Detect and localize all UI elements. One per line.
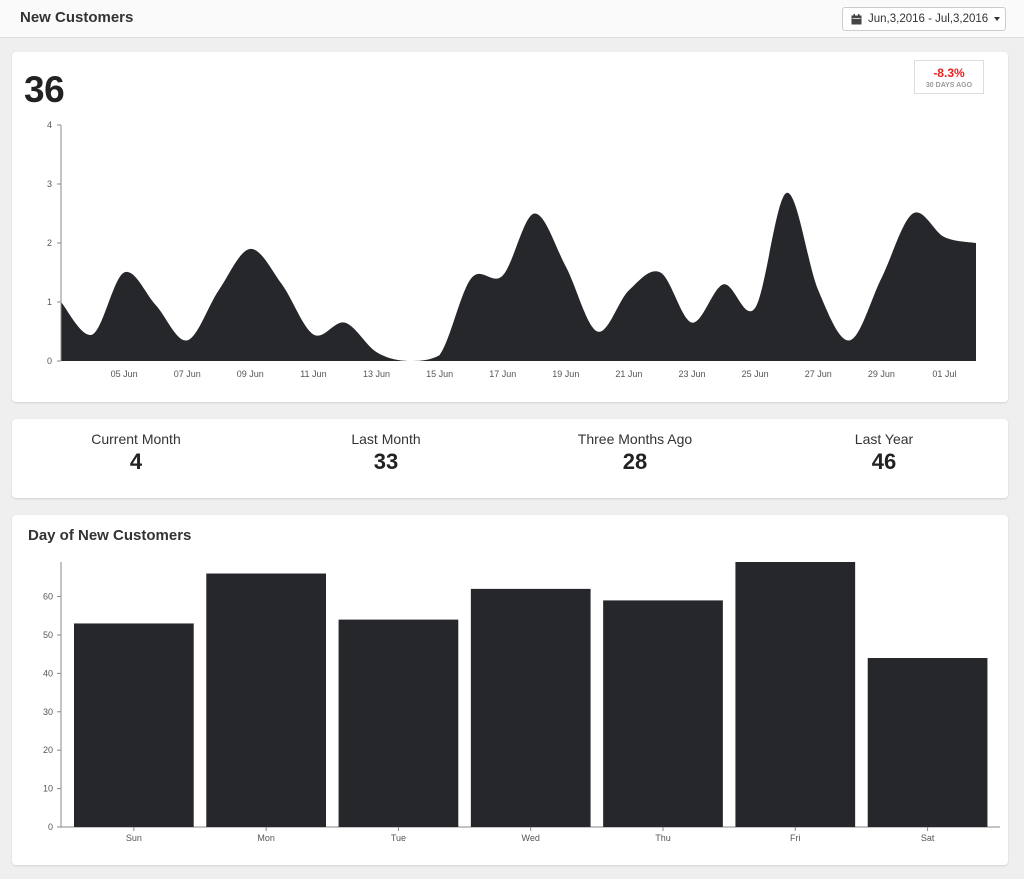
bar (338, 619, 459, 827)
x-tick-label: Mon (257, 833, 275, 843)
x-tick-label: Tue (391, 833, 406, 843)
stat-label: Last Year (854, 431, 914, 447)
bar (206, 573, 327, 827)
y-tick-label: 0 (47, 356, 52, 366)
bar (603, 600, 723, 827)
stat-three-months-ago: Three Months Ago 28 (515, 431, 755, 475)
date-range-label: Jun,3,2016 - Jul,3,2016 (868, 13, 989, 25)
page-title: New Customers (20, 9, 134, 26)
stat-label: Last Month (351, 431, 421, 447)
y-tick-label: 0 (48, 822, 53, 832)
x-tick-label: Sun (126, 833, 142, 843)
total-new-customers: 36 (24, 69, 65, 110)
x-tick-label: 05 Jun (111, 369, 138, 379)
date-range-picker[interactable]: Jun,3,2016 - Jul,3,2016 (842, 7, 1006, 31)
x-tick-label: 01 Jul (932, 369, 956, 379)
x-tick-label: Wed (522, 833, 540, 843)
period-stats-panel: Current Month 4 Last Month 33 Three Mont… (12, 419, 1008, 498)
caret-down-icon (994, 17, 1001, 21)
day-of-week-bar-chart: 0 10 20 30 40 50 60 Sun Mon Tue Wed Thu Fri Sat (43, 562, 1000, 843)
day-of-new-customers-panel: Day of New Customers 0 10 20 30 40 50 60 Sun Mon… (12, 515, 1008, 865)
x-tick-label: 21 Jun (615, 369, 642, 379)
y-tick-label: 50 (43, 630, 53, 640)
x-tick-label: 13 Jun (363, 369, 390, 379)
stat-label: Three Months Ago (577, 431, 693, 447)
y-tick-label: 1 (47, 297, 52, 307)
x-tick-label: 23 Jun (679, 369, 706, 379)
x-tick-label: Fri (790, 833, 801, 843)
new-customers-area-chart: 0 1 2 3 4 05 Jun 07 Jun 09 Jun 11 Jun 13 Jun 15 Ju… (47, 120, 976, 379)
x-tick-label: 29 Jun (868, 369, 895, 379)
x-tick-label: 11 Jun (300, 369, 326, 379)
y-tick-label: 10 (43, 784, 53, 794)
stat-value: 28 (622, 449, 648, 474)
stat-value: 46 (871, 449, 897, 474)
x-tick-label: 07 Jun (174, 369, 201, 379)
stat-last-month: Last Month 33 (266, 431, 506, 475)
y-tick-label: 60 (43, 592, 53, 602)
bar (470, 588, 591, 827)
change-label: 30 DAYS AGO (925, 82, 973, 89)
y-tick-label: 20 (43, 745, 53, 755)
top-bar: New Customers Jun,3,2016 - Jul,3,2016 (0, 0, 1024, 38)
y-tick-label: 30 (43, 707, 53, 717)
x-tick-label: Thu (655, 833, 671, 843)
stat-last-year: Last Year 46 (764, 431, 1004, 475)
y-tick-label: 40 (43, 668, 53, 678)
x-tick-label: 15 Jun (426, 369, 453, 379)
stat-current-month: Current Month 4 (16, 431, 256, 475)
bar (74, 623, 194, 827)
new-customers-chart-panel: 36 -8.3% 30 DAYS AGO 0 1 2 3 4 05 Jun 07 Jun 09… (12, 52, 1008, 402)
calendar-icon (851, 13, 862, 24)
bar (735, 562, 856, 827)
stat-label: Current Month (91, 431, 181, 447)
stat-value: 33 (373, 449, 399, 474)
stat-value: 4 (129, 449, 143, 474)
y-tick-label: 4 (47, 120, 52, 130)
y-tick-label: 3 (47, 179, 52, 189)
y-tick-label: 2 (47, 238, 52, 248)
x-tick-label: Sat (921, 833, 935, 843)
x-tick-label: 09 Jun (237, 369, 264, 379)
change-value: -8.3% (933, 66, 965, 80)
area-series (61, 192, 976, 361)
x-tick-label: 19 Jun (552, 369, 579, 379)
change-badge: -8.3% 30 DAYS AGO (914, 60, 984, 94)
x-tick-label: 25 Jun (742, 369, 769, 379)
bar (867, 658, 988, 827)
bar-chart-title: Day of New Customers (28, 527, 192, 544)
x-tick-label: 27 Jun (805, 369, 832, 379)
x-tick-label: 17 Jun (489, 369, 516, 379)
